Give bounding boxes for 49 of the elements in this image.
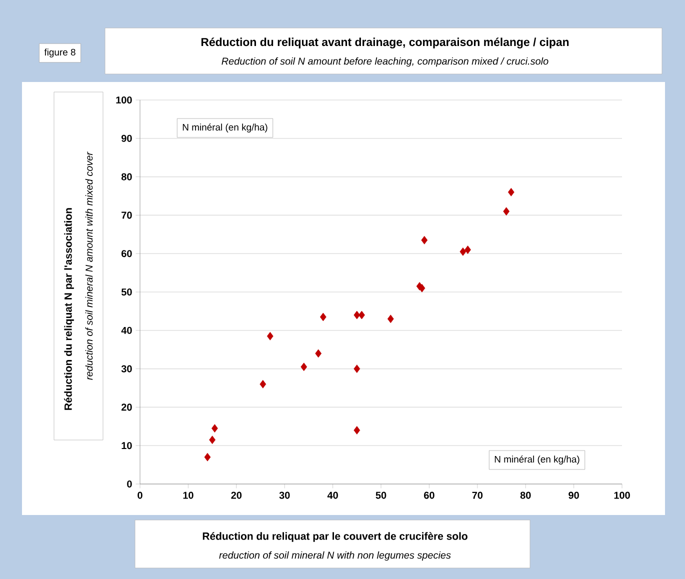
y-axis-title: Réduction du reliquat N par l'association	[64, 208, 74, 410]
point	[464, 246, 471, 254]
x-tick-label: 90	[568, 492, 579, 499]
point	[503, 207, 510, 216]
y-tick-label: 0	[127, 480, 132, 488]
point	[460, 247, 466, 256]
y-tick-label: 80	[121, 173, 132, 180]
text: reduction of soil mineral N with non legumes species	[219, 551, 451, 561]
x-tick-label: 10	[183, 492, 194, 499]
annotation: N minéral (en kg/ha)	[494, 456, 580, 464]
y-tick-label: 40	[121, 326, 132, 334]
x-tick-label: 50	[376, 492, 386, 499]
point	[320, 312, 326, 322]
y-tick-label: 10	[122, 442, 132, 450]
chart-subtitle: Reduction of soil N amount before leaching, comparison mixed / cruci.solo	[222, 57, 548, 67]
point	[315, 349, 322, 358]
point	[266, 332, 274, 340]
point	[387, 314, 394, 324]
point	[354, 310, 360, 320]
point	[209, 436, 216, 444]
text: reduction of soil mineral N amount with mixed cover	[85, 152, 93, 380]
point	[300, 362, 308, 372]
y-tick-label: 60	[122, 250, 132, 258]
y-tick-label: 90	[121, 134, 132, 142]
point	[421, 236, 428, 244]
annotation: N minéral (en kg/ha)	[182, 124, 268, 132]
x-tick-label: 80	[520, 492, 531, 499]
caption: figure 8	[44, 48, 76, 58]
y-tick-label: 20	[121, 404, 132, 411]
point	[204, 452, 211, 462]
y-tick-label: 70	[122, 212, 132, 219]
x-axis-title: Réduction du reliquat par le couvert de crucifère solo	[202, 532, 468, 542]
x-tick-label: 20	[231, 492, 242, 499]
y-tick-label: 30	[121, 365, 132, 372]
point	[354, 426, 360, 434]
x-tick-label: 0	[138, 492, 142, 499]
point	[354, 364, 360, 373]
x-tick-label: 60	[424, 492, 434, 499]
x-tick-label: 30	[279, 492, 290, 499]
point	[260, 380, 266, 388]
y-tick-label: 100	[116, 96, 132, 104]
y-tick-label: 50	[121, 288, 132, 296]
x-tick-label: 40	[327, 492, 338, 499]
chart-title: Réduction du reliquat avant drainage, comparaison mélange / cipan	[201, 38, 569, 48]
point	[358, 310, 365, 320]
point	[212, 424, 218, 433]
point	[508, 188, 514, 196]
x-tick-label: 100	[614, 492, 630, 499]
x-tick-label: 70	[472, 492, 483, 499]
